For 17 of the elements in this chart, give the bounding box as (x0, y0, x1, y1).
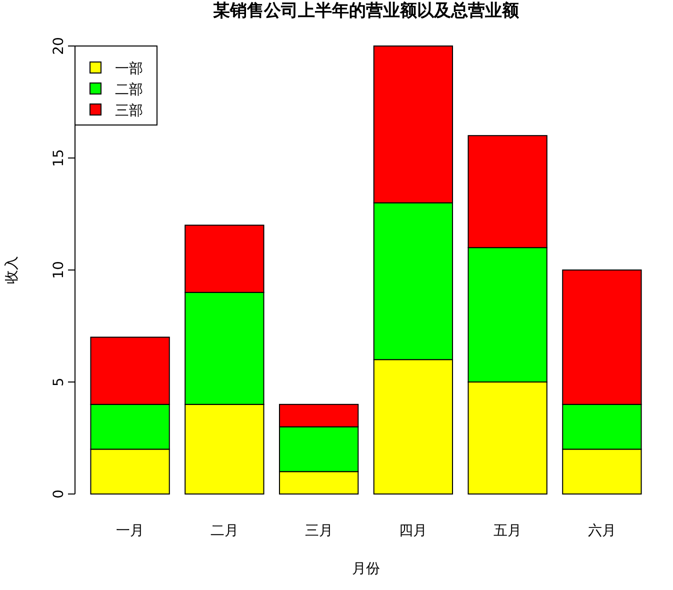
y-axis-title: 收入 (4, 256, 20, 284)
y-tick-label: 20 (51, 37, 67, 55)
y-tick-label: 15 (51, 149, 67, 167)
chart-title: 某销售公司上半年的营业额以及总营业额 (212, 1, 520, 21)
x-tick-label: 二月 (210, 523, 238, 539)
legend-label: 三部 (115, 103, 143, 119)
x-tick-label: 六月 (588, 523, 616, 539)
legend-label: 一部 (115, 61, 143, 77)
x-tick-label: 三月 (304, 523, 333, 539)
x-tick-label: 四月 (399, 523, 428, 539)
y-tick-label: 0 (51, 490, 67, 498)
x-tick-label: 一月 (116, 523, 144, 539)
y-tick-label: 5 (51, 378, 67, 386)
x-tick-label: 五月 (494, 523, 522, 539)
x-axis-title: 月份 (352, 561, 380, 577)
legend-label: 二部 (115, 82, 143, 98)
y-tick-label: 10 (51, 261, 67, 279)
